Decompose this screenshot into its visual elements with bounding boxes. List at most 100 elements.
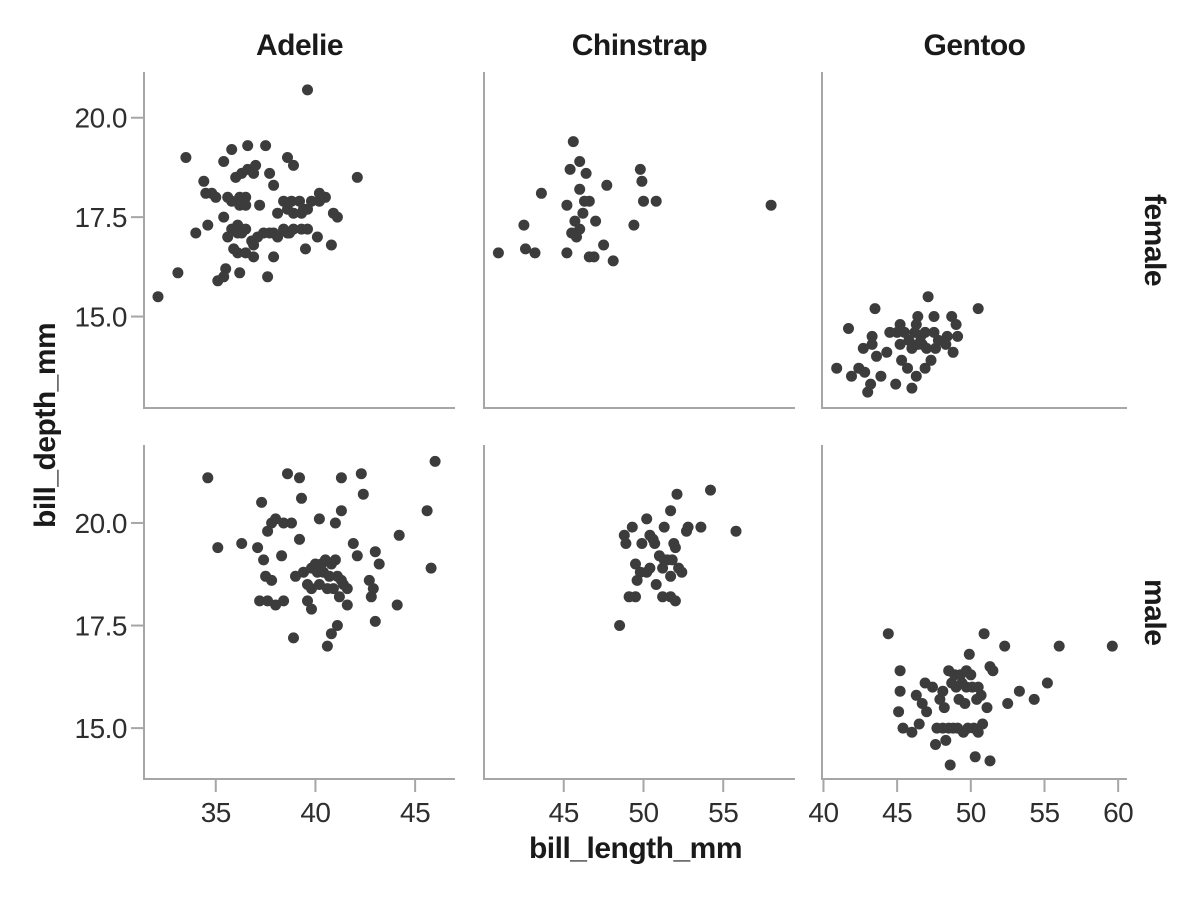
data-point — [641, 513, 653, 525]
data-point — [529, 247, 541, 259]
data-point — [981, 702, 993, 714]
data-point — [906, 726, 918, 738]
data-point — [915, 330, 927, 342]
data-point — [240, 191, 252, 203]
data-point — [302, 223, 313, 235]
data-point — [866, 338, 878, 350]
data-point — [881, 346, 893, 358]
data-point — [657, 591, 669, 603]
data-point — [569, 215, 581, 227]
data-point — [369, 546, 381, 558]
data-point — [210, 191, 222, 203]
data-point — [202, 219, 214, 231]
data-point — [296, 492, 307, 504]
data-point — [601, 179, 613, 191]
data-point — [373, 558, 385, 570]
data-point — [910, 370, 922, 382]
data-point — [695, 521, 707, 533]
data-point — [355, 468, 367, 480]
data-point — [329, 554, 341, 566]
data-point — [561, 199, 573, 211]
data-point — [913, 718, 925, 730]
data-point — [180, 152, 192, 163]
data-point — [666, 554, 678, 566]
data-point — [620, 538, 632, 549]
data-point — [393, 529, 405, 541]
data-point — [341, 583, 353, 595]
facet-row-label-male: male — [1138, 578, 1171, 646]
data-point — [765, 199, 777, 211]
data-point — [574, 183, 586, 195]
data-point — [252, 542, 264, 554]
data-point — [351, 171, 363, 183]
data-point — [965, 669, 977, 681]
data-point — [669, 595, 681, 607]
data-point — [294, 472, 305, 484]
data-point — [928, 311, 940, 322]
data-point — [987, 665, 999, 677]
data-point — [294, 533, 305, 545]
data-point — [365, 591, 377, 603]
data-point — [172, 267, 184, 279]
data-point — [669, 542, 681, 554]
data-point — [869, 303, 881, 315]
y-tick-label: 17.5 — [75, 611, 128, 642]
data-point — [302, 595, 313, 607]
data-point — [902, 362, 913, 374]
data-point — [325, 239, 337, 251]
data-point — [940, 734, 952, 746]
data-point — [665, 570, 677, 582]
data-point — [325, 628, 337, 640]
x-tick-label: 50 — [956, 797, 986, 828]
data-point — [272, 207, 284, 219]
data-point — [862, 386, 874, 398]
data-point — [631, 574, 643, 586]
data-point — [897, 722, 909, 734]
data-point — [972, 726, 984, 738]
data-point — [598, 239, 610, 251]
x-tick-label: 50 — [628, 797, 658, 828]
data-point — [903, 334, 915, 346]
data-point — [347, 538, 359, 549]
data-point — [894, 338, 906, 350]
data-point — [331, 211, 343, 223]
data-point — [910, 689, 922, 701]
data-point — [276, 550, 288, 562]
data-point — [286, 517, 297, 529]
data-point — [984, 755, 996, 767]
data-point — [212, 542, 224, 554]
data-point — [921, 342, 933, 354]
data-point — [634, 163, 646, 175]
data-point — [313, 195, 325, 207]
data-point — [202, 472, 214, 484]
data-point — [248, 251, 260, 263]
data-point — [254, 199, 266, 211]
facet-title-adelie: Adelie — [255, 29, 344, 62]
data-point — [650, 579, 662, 590]
data-point — [250, 159, 262, 171]
data-point — [893, 706, 905, 718]
data-point — [1053, 640, 1065, 652]
x-tick-label: 35 — [201, 797, 231, 828]
data-point — [391, 599, 403, 611]
data-point — [242, 140, 254, 152]
x-tick-label: 55 — [1029, 797, 1059, 828]
data-point — [311, 231, 323, 243]
data-point — [977, 718, 989, 730]
data-point — [198, 175, 210, 187]
data-point — [580, 167, 592, 179]
data-point — [254, 595, 266, 607]
data-point — [425, 562, 437, 574]
data-point — [626, 521, 638, 533]
data-point — [916, 698, 928, 709]
facet-title-chinstrap: Chinstrap — [571, 29, 708, 62]
data-point — [1013, 685, 1025, 697]
data-point — [978, 628, 990, 640]
data-point — [628, 219, 640, 231]
data-point — [649, 538, 661, 549]
data-point — [618, 529, 630, 541]
data-point — [871, 350, 882, 362]
data-point — [288, 632, 299, 644]
data-point — [278, 595, 290, 607]
data-point — [1028, 693, 1040, 705]
